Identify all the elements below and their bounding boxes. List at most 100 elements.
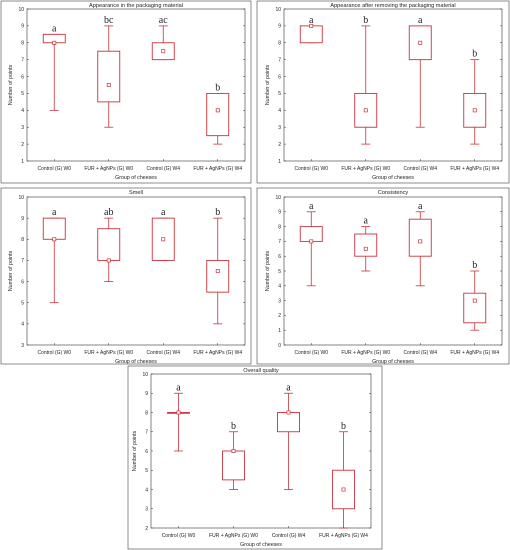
chart-title: Overall quality	[243, 368, 279, 374]
y-tick-label: 2	[145, 526, 148, 532]
y-tick-label: 3	[278, 125, 281, 131]
y-tick-label: 6	[21, 279, 24, 285]
box	[463, 292, 487, 324]
x-tick-label: Control (G) W0	[294, 166, 328, 172]
y-tick-label: 6	[278, 254, 281, 260]
x-axis-label: Group of cheeses	[115, 175, 157, 181]
chart-title: Appearance after removing the packaging …	[330, 3, 455, 9]
median-marker	[215, 269, 220, 273]
y-axis-label: Number of points	[8, 250, 14, 291]
y-tick-label: 4	[278, 108, 281, 114]
chart-panel-4: Consistency 0 1 2 3 4 5 6 7 8 9 10 Number of points C…	[256, 187, 510, 365]
box-plot-2: a	[354, 216, 378, 272]
median-marker	[472, 108, 477, 113]
y-tick-label: 4	[21, 322, 24, 328]
y-tick-label: 1	[278, 159, 281, 165]
x-tick-label: Control (G) W0	[162, 533, 196, 539]
x-tick-label: Control (G) W0	[37, 350, 71, 356]
y-tick-label: 4	[278, 284, 281, 290]
median-marker	[52, 237, 57, 242]
x-tick-label: Control (G) W0	[294, 350, 328, 356]
plot-area	[26, 8, 246, 162]
x-axis-label: Group of cheeses	[240, 542, 282, 548]
y-tick-label: 8	[21, 237, 24, 243]
x-tick-label: Control (G) W4	[272, 533, 306, 539]
significance-letter: b	[363, 15, 368, 26]
significance-letter: b	[341, 421, 346, 432]
x-tick-label: Control (G) W4	[403, 166, 437, 172]
box-plot-3: a	[151, 207, 175, 261]
median-marker	[52, 40, 57, 45]
significance-letter: ab	[104, 207, 113, 218]
y-axis-label: Number of points	[265, 64, 271, 105]
y-tick-label: 10	[275, 195, 281, 201]
y-axis-label: Number of points	[132, 430, 138, 471]
y-tick-label: 1	[21, 159, 24, 165]
significance-letter: a	[364, 216, 369, 227]
box-plot-3: a	[408, 201, 432, 287]
y-tick-label: 5	[21, 91, 24, 97]
chart-title: Consistency	[378, 190, 409, 196]
box-plot-2: ab	[97, 207, 121, 282]
box	[222, 450, 245, 481]
y-tick-label: 6	[145, 449, 148, 455]
y-tick-label: 2	[278, 313, 281, 319]
x-tick-label: Control (G) W4	[403, 350, 437, 356]
significance-letter: a	[161, 207, 166, 218]
panel-border	[0, 187, 252, 365]
box-plot-2: b	[222, 421, 245, 490]
panel-border	[127, 365, 383, 550]
chart-panel-5: Overall quality 2 3 4 5 6 7 8 9 10 Number of point…	[127, 365, 383, 550]
median-marker	[231, 449, 236, 453]
median-marker	[472, 298, 477, 303]
y-tick-label: 2	[278, 142, 281, 148]
y-tick-label: 5	[278, 91, 281, 97]
y-tick-label: 5	[278, 269, 281, 275]
x-tick-label: FUR + AgNPs (G) W0	[84, 166, 133, 172]
median-marker	[341, 487, 346, 492]
box-plot-4: b	[206, 82, 230, 145]
y-tick-label: 4	[145, 487, 148, 493]
box-plot-3: a	[277, 382, 300, 490]
box-plot-1: a	[42, 23, 66, 111]
box-plot-1: a	[42, 207, 66, 304]
significance-letter: b	[472, 260, 477, 271]
median-marker	[309, 23, 314, 28]
y-axis-label: Number of points	[265, 250, 271, 291]
box	[206, 92, 230, 137]
significance-letter: b	[472, 49, 477, 60]
chart-title: Smell	[129, 190, 143, 196]
panel-border	[256, 187, 510, 365]
y-tick-label: 9	[278, 210, 281, 216]
median-marker	[161, 49, 166, 54]
y-tick-label: 8	[145, 410, 148, 416]
y-tick-label: 7	[21, 258, 24, 264]
y-tick-label: 4	[21, 108, 24, 114]
significance-letter: ac	[159, 15, 168, 26]
box-plot-3: ac	[151, 15, 175, 61]
x-axis-label: Group of cheeses	[372, 175, 414, 181]
y-tick-label: 3	[21, 343, 24, 349]
box-plot-4: b	[206, 207, 230, 325]
y-tick-label: 9	[278, 24, 281, 30]
median-marker	[176, 410, 181, 415]
y-tick-label: 9	[21, 216, 24, 222]
median-marker	[418, 239, 423, 244]
box-plot-1: a	[299, 201, 323, 287]
box	[299, 226, 323, 242]
box	[97, 50, 121, 103]
x-tick-label: FUR + AgNPs (G) W4	[450, 166, 499, 172]
panel-border	[0, 0, 252, 184]
box	[206, 259, 230, 293]
y-tick-label: 9	[145, 391, 148, 397]
panel-border	[256, 0, 510, 184]
y-tick-label: 7	[278, 57, 281, 63]
x-tick-label: Control (G) W4	[146, 166, 180, 172]
y-tick-label: 8	[21, 41, 24, 47]
y-tick-label: 10	[275, 7, 281, 13]
y-tick-label: 6	[278, 74, 281, 80]
box	[354, 233, 378, 257]
box-plot-2: bc	[97, 15, 121, 128]
box-plot-2: b	[354, 15, 378, 145]
box-plot-4: b	[332, 421, 355, 529]
